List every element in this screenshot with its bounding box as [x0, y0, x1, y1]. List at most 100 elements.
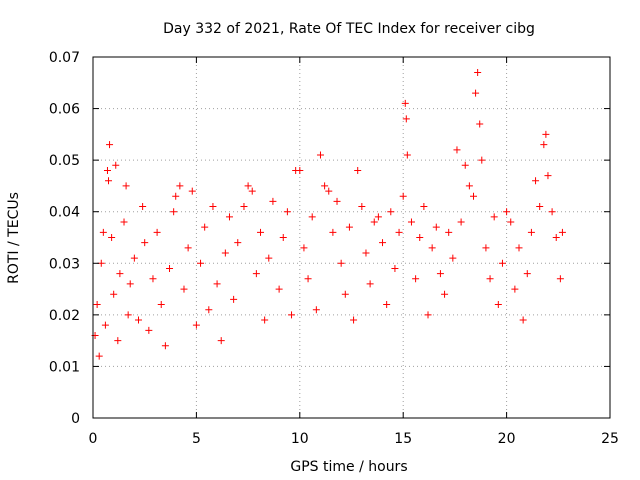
data-point: [149, 275, 157, 283]
data-point: [161, 342, 169, 350]
chart-title: Day 332 of 2021, Rate Of TEC Index for r…: [163, 21, 535, 37]
data-point: [416, 234, 424, 241]
data-point: [279, 234, 287, 241]
data-point: [153, 228, 161, 236]
x-tick-label: 5: [192, 431, 201, 447]
y-tick-label: 0.02: [49, 308, 80, 324]
data-point: [244, 182, 252, 190]
data-point: [441, 290, 449, 298]
data-point: [532, 177, 540, 185]
data-point: [374, 213, 382, 221]
data-point: [461, 161, 469, 169]
data-point: [192, 321, 200, 329]
grid-lines: [93, 57, 610, 418]
data-point: [511, 285, 519, 293]
data-point: [401, 99, 409, 107]
data-point: [101, 321, 109, 329]
data-point: [354, 166, 362, 174]
data-point: [407, 218, 415, 226]
data-point: [304, 275, 312, 283]
data-point: [465, 182, 473, 190]
y-tick-label: 0.03: [49, 256, 80, 272]
data-point: [379, 239, 387, 247]
data-point: [201, 223, 209, 231]
data-point: [358, 203, 366, 211]
data-point: [122, 182, 130, 190]
data-point: [139, 203, 147, 211]
data-point: [445, 228, 453, 236]
data-point: [387, 208, 395, 216]
data-point: [296, 166, 304, 174]
data-point: [503, 208, 511, 216]
data-point: [432, 223, 440, 231]
data-point: [308, 213, 316, 221]
axis-ticks: [92, 56, 611, 419]
y-tick-label: 0.01: [49, 359, 80, 375]
data-point: [544, 172, 552, 180]
data-point: [221, 249, 229, 257]
data-point: [494, 301, 502, 309]
data-point: [213, 280, 221, 288]
data-point: [108, 234, 116, 241]
data-point: [519, 316, 527, 324]
data-point: [316, 151, 324, 159]
data-point: [188, 187, 196, 195]
data-point: [265, 254, 273, 262]
data-point: [362, 249, 370, 257]
data-point: [184, 244, 192, 252]
data-point: [176, 182, 184, 190]
data-point: [205, 306, 213, 314]
data-point: [283, 208, 291, 216]
data-point: [476, 120, 484, 128]
data-point: [180, 285, 188, 293]
data-point: [275, 285, 283, 293]
data-point: [453, 146, 461, 154]
y-axis-label: ROTI / TECUs: [6, 192, 22, 284]
data-point: [116, 270, 124, 278]
data-point: [333, 197, 341, 205]
data-point: [166, 264, 174, 272]
data-point: [474, 68, 482, 76]
data-point: [366, 280, 374, 288]
data-point: [403, 151, 411, 159]
data-point: [478, 156, 486, 164]
data-point: [141, 239, 149, 247]
data-point: [498, 259, 506, 267]
plot-frame: [92, 56, 611, 419]
data-point: [269, 197, 277, 205]
data-point: [99, 228, 107, 236]
data-point: [130, 254, 138, 262]
data-point: [230, 295, 238, 303]
data-point: [124, 311, 132, 319]
data-point: [257, 228, 265, 236]
data-point: [288, 311, 296, 319]
data-point: [391, 264, 399, 272]
data-point: [112, 161, 120, 169]
data-point: [552, 234, 560, 241]
data-points: [91, 68, 566, 360]
data-point: [424, 311, 432, 319]
y-tick-label: 0.05: [49, 153, 80, 169]
y-tick-label: 0: [71, 411, 80, 427]
data-point: [383, 301, 391, 309]
data-point: [114, 337, 122, 345]
data-point: [95, 352, 103, 360]
data-point: [321, 182, 329, 190]
y-tick-label: 0.06: [49, 102, 80, 118]
data-point: [300, 244, 308, 252]
data-point: [145, 326, 153, 334]
data-point: [486, 275, 494, 283]
data-point: [470, 192, 478, 200]
data-point: [172, 192, 180, 200]
data-point: [170, 208, 178, 216]
x-tick-label: 20: [498, 431, 516, 447]
y-tick-labels: 0 0.01 0.02 0.03 0.04 0.05 0.06 0.07: [49, 50, 80, 427]
data-point: [337, 259, 345, 267]
data-point: [457, 218, 465, 226]
data-point: [472, 89, 480, 97]
data-point: [548, 208, 556, 216]
data-point: [395, 228, 403, 236]
data-point: [490, 213, 498, 221]
data-point: [252, 270, 260, 278]
